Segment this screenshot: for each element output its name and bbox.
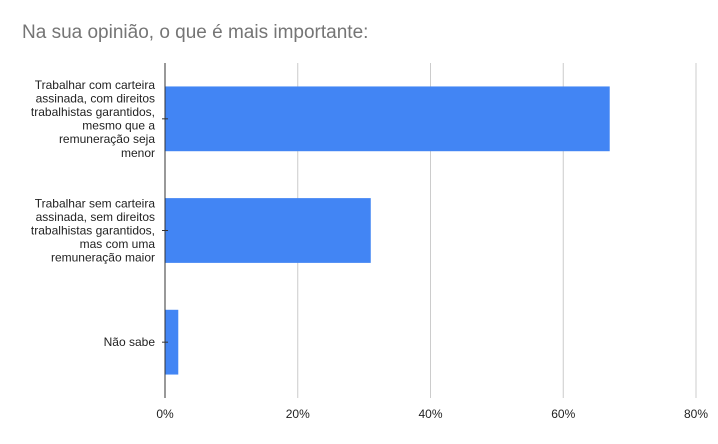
category-label-1-line-4: remuneração maior xyxy=(51,251,155,265)
category-label-1: Trabalhar sem carteira assinada, sem dire… xyxy=(31,196,155,264)
chart-title: Na sua opinião, o que é mais importante: xyxy=(22,22,369,43)
x-tick-label-1: 20% xyxy=(286,407,310,421)
category-label-1-line-3: mas com uma xyxy=(80,237,156,251)
category-label-0-line-4: remuneração seja xyxy=(59,132,155,146)
bar-0 xyxy=(165,86,610,152)
category-label-1-line-1: assinada, sem direitos xyxy=(36,210,155,224)
x-tick-label-0: 0% xyxy=(156,407,174,421)
category-label-0-line-5: menor xyxy=(121,146,155,160)
category-label-0-line-1: assinada, com direitos xyxy=(36,91,155,105)
category-label-2: Não sabe xyxy=(104,335,156,349)
category-label-0-line-3: mesmo que a xyxy=(82,119,155,133)
category-label-1-line-0: Trabalhar sem carteira xyxy=(35,196,156,210)
x-tick-label-3: 60% xyxy=(551,407,575,421)
bar-2 xyxy=(165,309,179,375)
category-label-1-line-2: trabalhistas garantidos, xyxy=(31,224,155,238)
category-label-0: Trabalhar com carteira assinada, com dire… xyxy=(31,78,155,160)
x-tick-label-4: 80% xyxy=(684,407,708,421)
bar-1 xyxy=(165,198,371,263)
category-label-0-line-2: trabalhistas garantidos, xyxy=(31,105,155,119)
category-label-2-line-0: Não sabe xyxy=(104,335,156,349)
category-label-0-line-0: Trabalhar com carteira xyxy=(35,78,156,92)
x-tick-label-2: 40% xyxy=(418,407,442,421)
